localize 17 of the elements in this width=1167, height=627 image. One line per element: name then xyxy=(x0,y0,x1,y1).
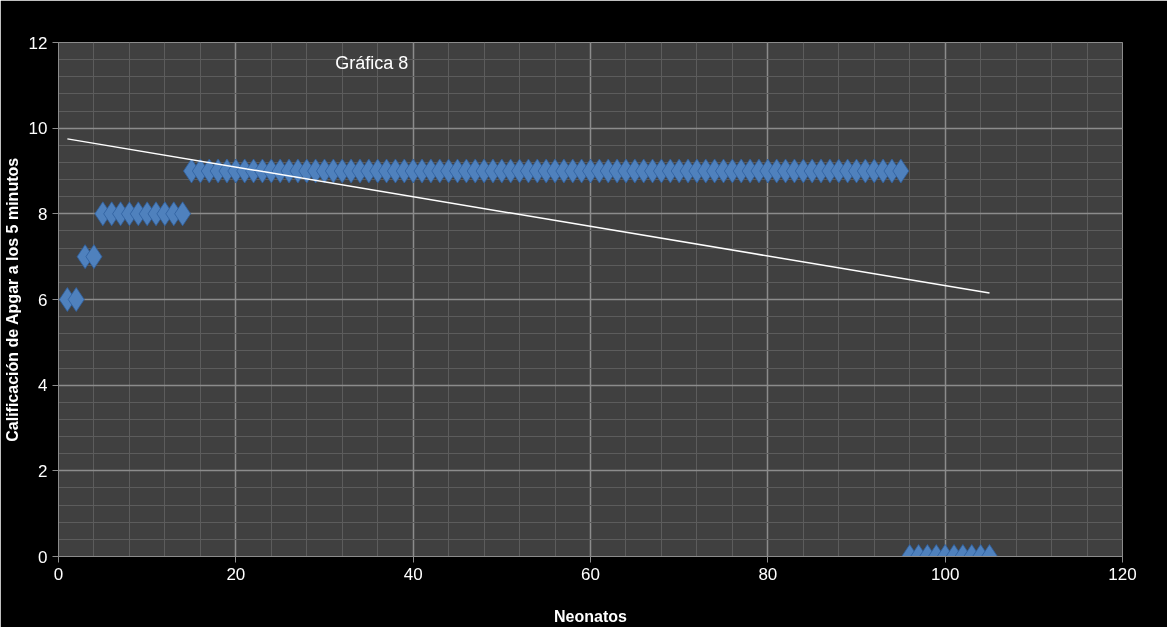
y-tick-label: 12 xyxy=(28,33,48,53)
x-tick-label: 100 xyxy=(930,564,960,584)
x-axis-title: Neonatos xyxy=(554,607,628,625)
y-tick-label: 2 xyxy=(38,461,48,481)
x-tick-label: 120 xyxy=(1108,564,1137,584)
y-tick-label: 0 xyxy=(38,547,48,567)
y-tick-label: 6 xyxy=(38,290,48,310)
x-tick-label: 80 xyxy=(758,564,778,584)
y-axis-title: Calificación de Apgar a los 5 minutos xyxy=(3,157,21,442)
x-tick-label: 20 xyxy=(226,564,246,584)
y-tick-label: 4 xyxy=(38,376,48,396)
y-tick-label: 10 xyxy=(28,119,48,139)
text: Gráfica 8 xyxy=(335,53,409,74)
y-tick-label: 8 xyxy=(38,204,48,224)
x-tick-label: 60 xyxy=(581,564,600,584)
x-tick-label: 0 xyxy=(53,564,64,584)
x-tick-label: 40 xyxy=(403,564,423,584)
